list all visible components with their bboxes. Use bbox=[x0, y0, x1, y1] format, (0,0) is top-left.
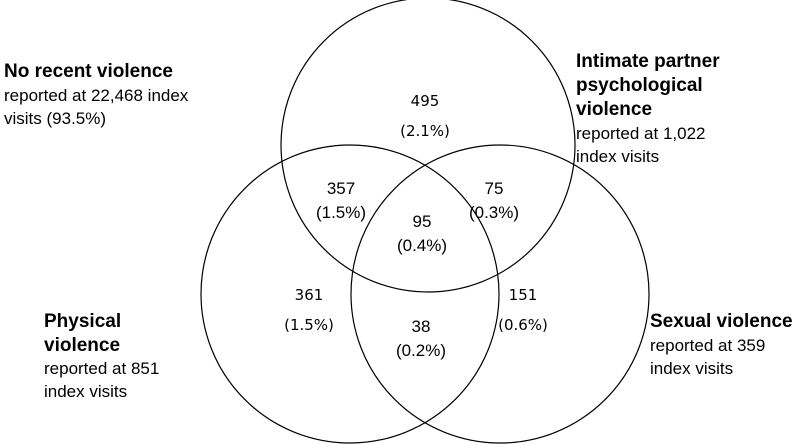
sexual-desc-line-1: reported at 359 bbox=[650, 336, 765, 355]
none-desc-line-2: visits (93.5%) bbox=[4, 109, 106, 128]
circle-sexual bbox=[350, 144, 650, 444]
psych-physical-pct: (1.5%) bbox=[316, 203, 366, 222]
psych-title-line-1: Intimate partner bbox=[576, 51, 720, 72]
sexual-title: Sexual violence bbox=[650, 311, 793, 332]
psych-desc-line-1: reported at 1,022 bbox=[576, 124, 705, 143]
psych-only-count: 495 bbox=[411, 92, 440, 110]
physical-title-line-2: violence bbox=[44, 335, 120, 356]
physical-desc-line-1: reported at 851 bbox=[44, 359, 159, 378]
all-three-count: 95 bbox=[413, 212, 432, 231]
psych-sexual-count: 75 bbox=[485, 179, 504, 198]
circle-physical bbox=[200, 144, 500, 444]
psych-title-line-2: psychological bbox=[576, 75, 703, 96]
psych-desc-line-2: index visits bbox=[576, 147, 659, 166]
all-three-pct: (0.4%) bbox=[397, 236, 447, 255]
physical-only-pct: (1.5%) bbox=[284, 316, 334, 334]
circle-psychological bbox=[280, 0, 576, 293]
physical-sexual-pct: (0.2%) bbox=[396, 341, 446, 360]
sexual-only-pct: (0.6%) bbox=[498, 316, 548, 334]
physical-only-count: 361 bbox=[295, 286, 324, 304]
physical-desc-line-2: index visits bbox=[44, 382, 127, 401]
sexual-desc-line-2: index visits bbox=[650, 359, 733, 378]
physical-title-line-1: Physical bbox=[44, 311, 121, 332]
none-desc-line-1: reported at 22,468 index bbox=[4, 86, 189, 105]
psych-physical-count: 357 bbox=[327, 179, 355, 198]
psych-title-line-3: violence bbox=[576, 99, 652, 120]
psych-only-pct: (2.1%) bbox=[400, 122, 450, 140]
sexual-only-count: 151 bbox=[509, 286, 538, 304]
physical-sexual-count: 38 bbox=[412, 317, 431, 336]
psych-sexual-pct: (0.3%) bbox=[469, 203, 519, 222]
none-title: No recent violence bbox=[4, 61, 173, 82]
